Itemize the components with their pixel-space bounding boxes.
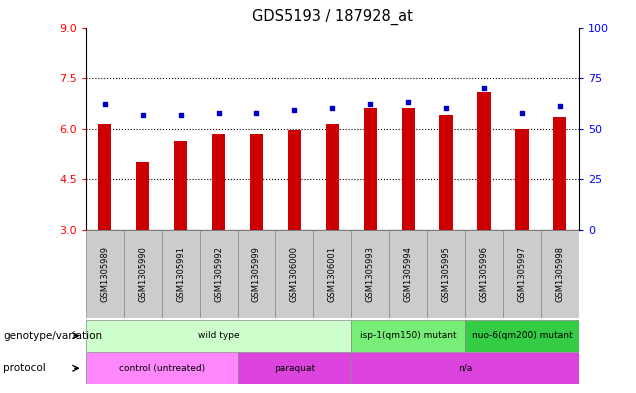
Text: isp-1(qm150) mutant: isp-1(qm150) mutant — [360, 331, 457, 340]
Text: GSM1305997: GSM1305997 — [518, 246, 527, 302]
Bar — [439, 115, 453, 230]
Bar — [515, 129, 529, 230]
Text: control (untreated): control (untreated) — [119, 364, 205, 373]
Bar — [351, 320, 465, 352]
Text: genotype/variation: genotype/variation — [3, 331, 102, 341]
Bar — [465, 320, 579, 352]
Bar — [401, 108, 415, 230]
Bar — [275, 230, 314, 318]
Bar — [503, 230, 541, 318]
Text: n/a: n/a — [458, 364, 472, 373]
Bar — [212, 134, 225, 230]
Bar — [478, 92, 490, 230]
Bar — [326, 124, 339, 230]
Point — [555, 103, 565, 110]
Point — [441, 105, 451, 112]
Bar — [314, 230, 351, 318]
Text: protocol: protocol — [3, 363, 46, 373]
Text: GSM1305991: GSM1305991 — [176, 246, 185, 302]
Point — [517, 109, 527, 116]
Point — [176, 111, 186, 118]
Point — [214, 109, 224, 116]
Text: GSM1305992: GSM1305992 — [214, 246, 223, 302]
Bar — [136, 162, 149, 230]
Text: GSM1305993: GSM1305993 — [366, 246, 375, 302]
Point — [403, 99, 413, 106]
Bar — [553, 117, 567, 230]
Bar — [287, 130, 301, 230]
Bar — [86, 230, 124, 318]
Bar — [124, 230, 162, 318]
Text: paraquat: paraquat — [274, 364, 315, 373]
Text: GSM1305995: GSM1305995 — [441, 246, 450, 302]
Text: GSM1305989: GSM1305989 — [100, 246, 109, 302]
Text: GSM1306000: GSM1306000 — [290, 246, 299, 302]
Point — [289, 107, 300, 114]
Point — [251, 109, 261, 116]
Bar — [389, 230, 427, 318]
Bar — [351, 230, 389, 318]
Title: GDS5193 / 187928_at: GDS5193 / 187928_at — [252, 9, 413, 25]
Bar — [174, 141, 187, 230]
Bar — [250, 134, 263, 230]
Bar — [237, 352, 351, 384]
Text: GSM1306001: GSM1306001 — [328, 246, 337, 302]
Text: GSM1305999: GSM1305999 — [252, 246, 261, 302]
Text: wild type: wild type — [198, 331, 239, 340]
Point — [137, 111, 148, 118]
Bar — [86, 320, 351, 352]
Bar — [237, 230, 275, 318]
Bar — [364, 108, 377, 230]
Bar — [162, 230, 200, 318]
Point — [100, 101, 110, 108]
Bar — [427, 230, 465, 318]
Point — [479, 85, 489, 91]
Bar — [86, 352, 237, 384]
Text: GSM1305990: GSM1305990 — [138, 246, 147, 302]
Point — [365, 101, 375, 108]
Text: GSM1305998: GSM1305998 — [555, 246, 564, 302]
Text: GSM1305996: GSM1305996 — [480, 246, 488, 302]
Text: GSM1305994: GSM1305994 — [404, 246, 413, 302]
Point — [328, 105, 338, 112]
Text: nuo-6(qm200) mutant: nuo-6(qm200) mutant — [471, 331, 572, 340]
Bar — [351, 352, 579, 384]
Bar — [541, 230, 579, 318]
Bar — [465, 230, 503, 318]
Bar — [200, 230, 237, 318]
Bar — [98, 124, 111, 230]
